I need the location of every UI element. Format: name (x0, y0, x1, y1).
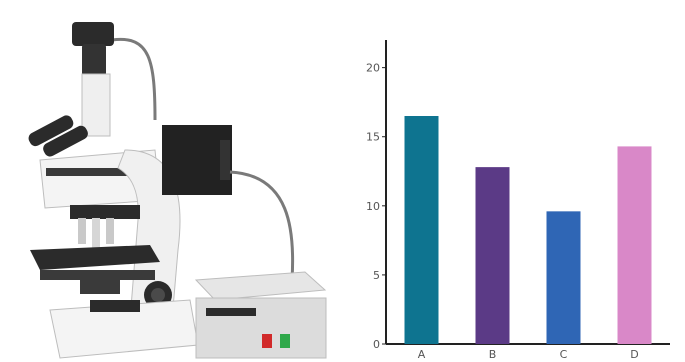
x-tick-label-b: B (489, 348, 497, 361)
bar-c (546, 211, 581, 344)
y-tick-label: 15 (366, 131, 380, 144)
y-tick-labels: 0 5 10 15 20 (366, 62, 380, 351)
y-tick-label: 5 (373, 269, 380, 282)
bar-d (617, 146, 652, 344)
x-tick-label-c: C (560, 348, 568, 361)
y-tick-label: 10 (366, 200, 380, 213)
bar-b (475, 167, 510, 344)
chart-bars (404, 116, 652, 344)
x-tick-label-d: D (630, 348, 638, 361)
x-tick-labels: A B C D (418, 348, 639, 361)
bar-a (404, 116, 439, 344)
x-tick-label-a: A (418, 348, 426, 361)
bar-chart: 0 5 10 15 20 A B C D (366, 40, 670, 361)
y-tick-label: 20 (366, 62, 380, 75)
y-tick-label: 0 (373, 338, 380, 351)
microscope-icon (28, 22, 327, 359)
